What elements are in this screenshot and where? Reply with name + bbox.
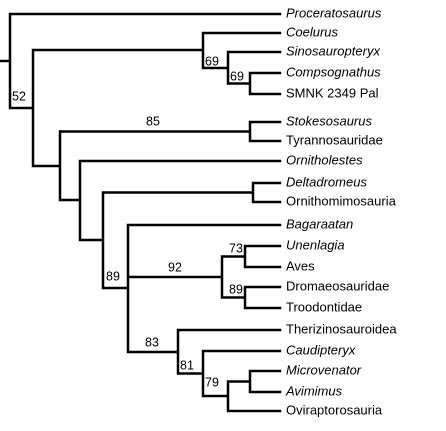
support-value: 89: [106, 269, 120, 283]
taxon: Bagaraatan: [286, 216, 353, 231]
taxon: Coelurus: [286, 24, 339, 39]
taxon: Troodontidae: [286, 299, 362, 314]
support-value: 69: [205, 54, 219, 68]
taxon: Unenlagia: [286, 237, 345, 252]
taxon: Oviraptorosauria: [286, 402, 383, 417]
taxon: SMNK 2349 Pal: [286, 85, 379, 100]
taxon: Proceratosaurus: [286, 5, 382, 20]
support-values: 52 69 69 85 89 92 73 89 83 81 79: [12, 54, 244, 389]
taxon: Sinosauropteryx: [286, 43, 380, 58]
tree-branches: [0, 12, 282, 413]
support-value: 79: [205, 375, 219, 389]
support-value: 73: [229, 241, 243, 255]
taxon: Dromaeosauridae: [286, 278, 389, 293]
taxon: Deltadromeus: [286, 174, 367, 189]
taxa: Proceratosaurus Coelurus Sinosauropteryx…: [285, 5, 397, 417]
taxon: Stokesosaurus: [286, 113, 372, 128]
support-value: 69: [230, 69, 244, 83]
taxon: Compsognathus: [286, 64, 381, 79]
taxon: Therizinosauroidea: [286, 321, 397, 336]
taxon: Tyrannosauridae: [286, 132, 383, 147]
support-value: 81: [180, 358, 194, 372]
taxon: Ornithomimosauria: [286, 193, 397, 208]
taxon: Aves: [286, 258, 315, 273]
taxon: Caudipteryx: [286, 342, 356, 357]
support-value: 92: [168, 260, 182, 274]
support-value: 85: [146, 114, 160, 128]
taxon: Avimimus: [285, 383, 343, 398]
support-value: 83: [145, 335, 159, 349]
taxon: Ornitholestes: [286, 152, 363, 167]
support-value: 52: [12, 89, 26, 103]
support-value: 89: [229, 282, 243, 296]
taxon: Microvenator: [286, 362, 362, 377]
